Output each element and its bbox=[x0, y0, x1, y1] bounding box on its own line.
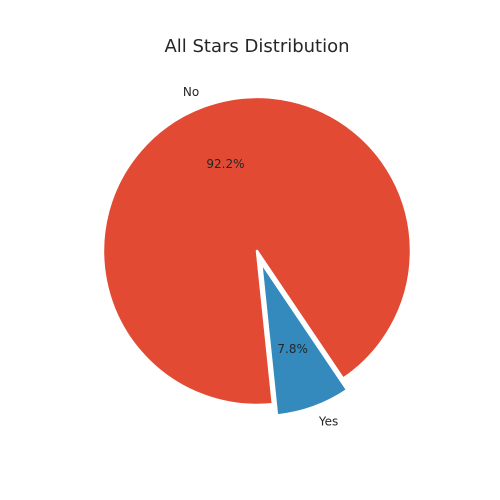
chart-title: All Stars Distribution bbox=[164, 36, 349, 57]
pie-slices bbox=[101, 95, 413, 417]
slice-label-yes: Yes bbox=[318, 415, 338, 429]
slice-percent-no: 92.2% bbox=[206, 157, 244, 171]
slice-percent-yes: 7.8% bbox=[277, 342, 308, 356]
pie-slice-yes bbox=[259, 261, 349, 417]
slice-label-no: No bbox=[183, 85, 199, 99]
pie-labels: No 92.2% Yes 7.8% bbox=[183, 85, 338, 429]
pie-slice-no bbox=[101, 95, 413, 407]
